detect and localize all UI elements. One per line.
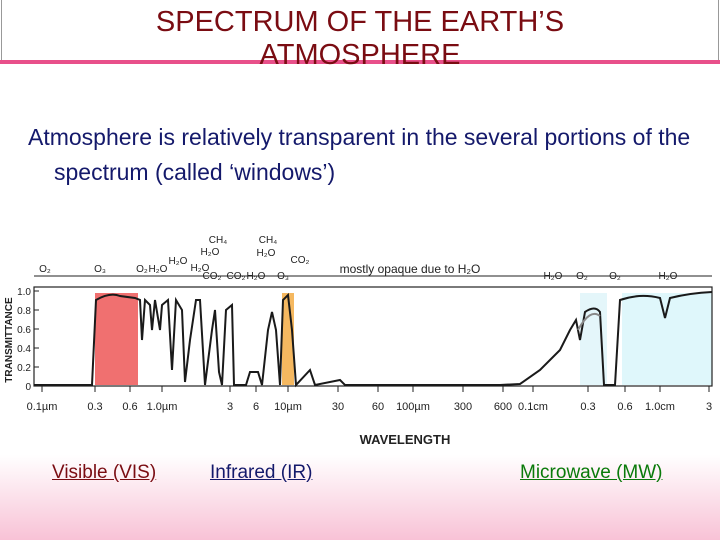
x-tick-label: 0.3 bbox=[87, 401, 102, 413]
absorber-label: CH₄ bbox=[209, 235, 228, 246]
absorber-label: CO₂ bbox=[291, 255, 310, 266]
x-tick-label: 100µm bbox=[396, 401, 430, 413]
absorber-label: H₂O bbox=[169, 256, 188, 267]
visible-window bbox=[95, 293, 138, 385]
x-axis-label: WAVELENGTH bbox=[360, 432, 451, 447]
y-tick-label: 1.0 bbox=[17, 287, 31, 298]
absorber-label: O₂ bbox=[609, 271, 621, 282]
curve-detail bbox=[577, 312, 601, 331]
x-tick-label: 0.1µm bbox=[27, 401, 58, 413]
x-tick-label: 6 bbox=[253, 401, 259, 413]
y-axis-label: TRANSMITTANCE bbox=[4, 297, 15, 383]
absorber-label: H₂O bbox=[544, 271, 563, 282]
x-tick-label: 3 bbox=[706, 401, 712, 413]
absorber-label: O₃ bbox=[94, 264, 106, 275]
x-tick-label: 0.1cm bbox=[518, 401, 548, 413]
y-tick-label: 0 bbox=[25, 382, 31, 393]
x-tick-label: 0.6 bbox=[122, 401, 137, 413]
transmittance-curve bbox=[34, 291, 713, 388]
x-tick-label: 300 bbox=[454, 401, 472, 413]
absorber-label: CO₂ bbox=[227, 271, 246, 282]
band-label: Microwave (MW) bbox=[520, 462, 663, 483]
absorber-label: H₂O bbox=[149, 264, 168, 275]
x-tick-label: 30 bbox=[332, 401, 344, 413]
y-tick-label: 0.6 bbox=[17, 325, 31, 336]
band-label: Visible (VIS) bbox=[52, 462, 157, 483]
subtitle: Atmosphere is relatively transparent in … bbox=[28, 124, 691, 185]
absorber-label: H₂O bbox=[659, 271, 678, 282]
absorber-label: O₂ bbox=[136, 264, 148, 275]
opaque-note: mostly opaque due to H₂O bbox=[340, 262, 481, 276]
absorber-label: O₃ bbox=[277, 271, 289, 282]
y-tick-label: 0.2 bbox=[17, 363, 31, 374]
title-rule bbox=[0, 60, 720, 64]
x-tick-label: 600 bbox=[494, 401, 512, 413]
title-box bbox=[1, 0, 719, 61]
y-tick-label: 0.4 bbox=[17, 344, 31, 355]
absorber-label: CO₂ bbox=[203, 271, 222, 282]
x-tick-label: 3 bbox=[227, 401, 233, 413]
x-tick-label: 1.0µm bbox=[147, 401, 178, 413]
absorber-label: H₂O bbox=[247, 271, 266, 282]
x-tick-label: 1.0cm bbox=[645, 401, 675, 413]
absorber-label: O₂ bbox=[576, 271, 588, 282]
slide-title: SPECTRUM OF THE EARTH’S ATMOSPHERE bbox=[155, 6, 565, 71]
absorber-label: H₂O bbox=[257, 248, 276, 259]
y-tick-label: 0.8 bbox=[17, 306, 31, 317]
x-tick-label: 0.3 bbox=[580, 401, 595, 413]
x-tick-label: 10µm bbox=[274, 401, 302, 413]
absorber-label: H₂O bbox=[191, 263, 210, 274]
x-tick-label: 0.6 bbox=[617, 401, 632, 413]
absorber-label: CH₄ bbox=[259, 235, 278, 246]
band-label: Infrared (IR) bbox=[210, 462, 313, 483]
absorber-label: O₂ bbox=[39, 264, 51, 275]
x-tick-label: 60 bbox=[372, 401, 384, 413]
absorber-label: H₂O bbox=[201, 247, 220, 258]
